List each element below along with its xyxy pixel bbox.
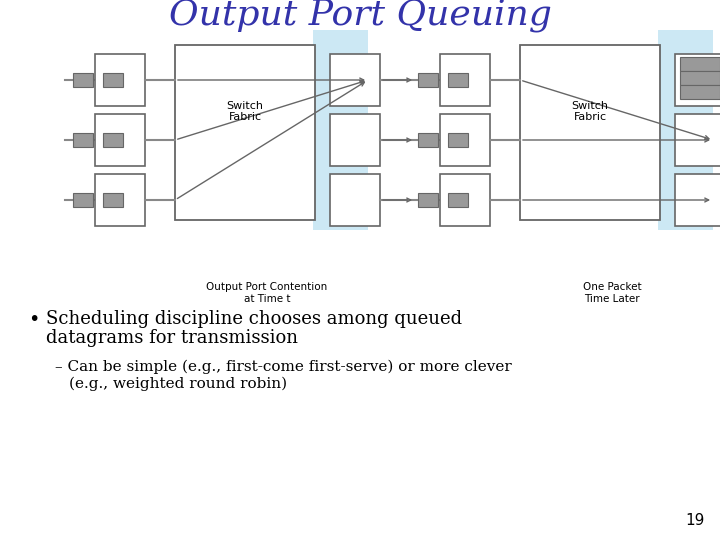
Bar — [175, 45, 315, 220]
Bar — [73, 133, 93, 147]
Bar — [418, 73, 438, 87]
Bar — [103, 133, 123, 147]
Bar — [418, 133, 438, 147]
Bar — [675, 114, 720, 166]
Text: Scheduling discipline chooses among queued: Scheduling discipline chooses among queu… — [46, 310, 462, 328]
Bar — [95, 54, 145, 106]
Bar — [95, 174, 145, 226]
Bar — [680, 85, 720, 99]
Bar — [330, 174, 380, 226]
Bar — [95, 114, 145, 166]
Bar — [675, 174, 720, 226]
Bar — [680, 71, 720, 85]
Bar — [330, 114, 380, 166]
Text: Output Port Contention
at Time t: Output Port Contention at Time t — [207, 282, 328, 305]
Text: datagrams for transmission: datagrams for transmission — [46, 329, 298, 347]
Text: •: • — [28, 310, 40, 329]
Bar — [330, 54, 380, 106]
Bar — [520, 45, 660, 220]
Text: Switch
Fabric: Switch Fabric — [572, 100, 608, 122]
Text: 19: 19 — [685, 513, 705, 528]
Bar — [103, 73, 123, 87]
Bar — [440, 54, 490, 106]
Text: One Packet
Time Later: One Packet Time Later — [582, 282, 642, 305]
Bar — [73, 193, 93, 207]
Bar — [73, 73, 93, 87]
Text: – Can be simple (e.g., first-come first-serve) or more clever: – Can be simple (e.g., first-come first-… — [55, 360, 512, 374]
Bar — [448, 73, 468, 87]
Bar — [658, 30, 713, 230]
Text: Switch
Fabric: Switch Fabric — [227, 100, 264, 122]
Bar — [418, 193, 438, 207]
Bar — [675, 54, 720, 106]
Bar — [103, 193, 123, 207]
Bar — [680, 57, 720, 71]
Bar — [440, 174, 490, 226]
Text: (e.g., weighted round robin): (e.g., weighted round robin) — [69, 377, 287, 392]
Bar — [440, 114, 490, 166]
Bar — [448, 133, 468, 147]
Bar — [313, 30, 368, 230]
Bar — [448, 193, 468, 207]
Text: Output Port Queuing: Output Port Queuing — [168, 0, 552, 32]
